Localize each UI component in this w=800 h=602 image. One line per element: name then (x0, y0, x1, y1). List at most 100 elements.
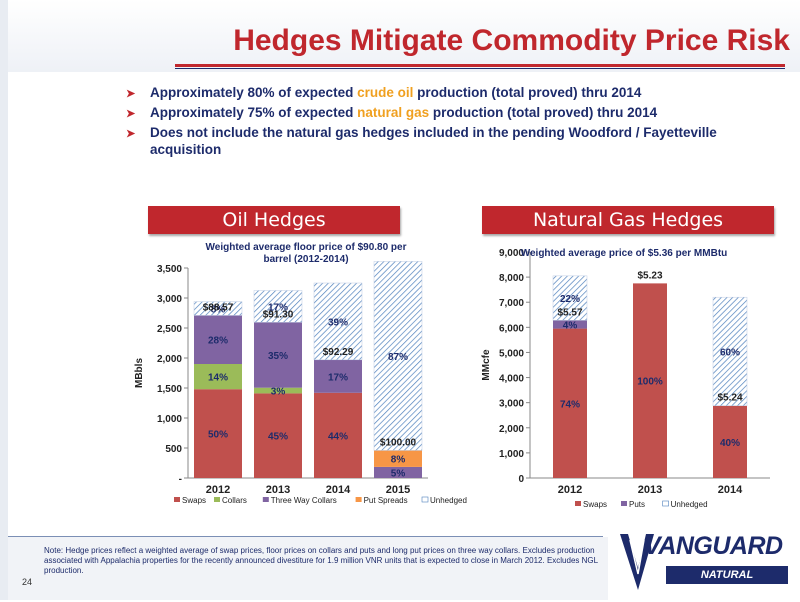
legend-swatch (174, 497, 180, 502)
y-tick-label: 2,000 (499, 424, 524, 435)
legend-label: Unhedged (430, 496, 467, 505)
bullet-item: ➤ Approximately 80% of expected crude oi… (118, 84, 778, 101)
footer-divider (8, 536, 603, 537)
legend-label: Collars (222, 496, 247, 505)
bar-segment (313, 282, 363, 361)
legend-label: Swaps (583, 500, 607, 509)
bullet-highlight: crude oil (357, 85, 414, 100)
oil-hedges-chart: - 500 1,000 1,500 2,000 2,500 3,000 3,500 MBbls W… (134, 242, 467, 505)
bullet-text: Approximately 80% of expected (150, 85, 358, 100)
bar-percent-label: 17% (268, 302, 288, 313)
footer-band (8, 537, 608, 600)
bar-segment (254, 393, 302, 478)
arrow-bullet-icon: ➤ (126, 108, 136, 120)
bar-percent-label: 100% (637, 377, 663, 388)
gas-hedges-chart: 0 1,000 2,000 3,000 4,000 5,000 6,000 7,000 8,00… (481, 248, 770, 509)
oil-hedges-header: Oil Hedges (148, 206, 400, 234)
x-tick-label: 2013 (266, 484, 290, 496)
page-title: Hedges Mitigate Commodity Price Risk (233, 24, 790, 57)
legend-label: Puts (629, 500, 645, 509)
bar-percent-label: 44% (328, 431, 348, 442)
bar-percent-label: 17% (328, 372, 348, 383)
y-tick-label: 1,000 (499, 449, 524, 460)
chart-title: barrel (2012-2014) (263, 254, 348, 265)
y-tick-label: 5,000 (499, 348, 524, 359)
bullet-text: Approximately 75% of expected (150, 105, 358, 120)
bar-percent-label: 8% (391, 455, 406, 466)
bar-percent-label: 35% (268, 351, 288, 362)
bar-segment (552, 275, 588, 321)
y-tick-label: 2,500 (157, 324, 182, 335)
y-tick-label: 2,000 (157, 354, 182, 365)
bar-percent-label: 45% (268, 432, 288, 443)
bar-price-label: $91.30 (263, 309, 294, 320)
bar-percent-label: 87% (388, 352, 408, 363)
logo-subtitle: NATURAL RESOURCES, LLC (666, 566, 788, 599)
legend-swatch (421, 496, 429, 503)
legend-swatch (621, 501, 627, 506)
bar-segment (374, 450, 422, 467)
chart-title: Weighted average price of $5.36 per MMBt… (521, 248, 728, 259)
legend-label: Three Way Collars (271, 496, 337, 505)
bar-segment (373, 261, 423, 451)
bullet-text: production (total proved) thru 2014 (429, 105, 658, 120)
x-tick-label: 2014 (718, 484, 743, 496)
bar-segment (553, 328, 587, 478)
y-axis-title: MMcfe (481, 349, 492, 381)
title-underline (175, 64, 785, 67)
legend-label: Unhedged (671, 500, 708, 509)
bar-price-label: $5.23 (637, 270, 662, 281)
y-tick-label: 4,000 (499, 374, 524, 385)
title-underline-thin (175, 68, 785, 69)
bar-segment (194, 364, 242, 390)
x-tick-label: 2015 (386, 484, 410, 496)
bar-segment (314, 359, 362, 393)
bar-percent-label: 22% (560, 294, 580, 305)
bullet-item: ➤ Approximately 75% of expected natural … (118, 104, 778, 121)
bar-price-label: $5.24 (717, 393, 742, 404)
bar-segment (374, 466, 422, 478)
legend-swatch (262, 497, 269, 502)
y-tick-label: 0 (518, 474, 524, 485)
bar-percent-label: 39% (328, 317, 348, 328)
legend-swatch (355, 497, 362, 502)
bar-segment (193, 301, 243, 316)
legend-swatch (214, 497, 220, 502)
logo-wordmark: VANGUARD (644, 532, 783, 560)
y-tick-label: 8,000 (499, 273, 524, 284)
y-tick-label: - (179, 474, 182, 485)
bar-price-label: $100.00 (380, 437, 417, 448)
y-tick-label: 1,000 (157, 414, 182, 425)
x-tick-label: 2012 (206, 484, 230, 496)
bullet-item: ➤ Does not include the natural gas hedge… (118, 124, 778, 158)
bar-segment (553, 320, 587, 329)
legend-swatch (662, 500, 669, 507)
bar-segment (194, 389, 242, 478)
bar-percent-label: 3% (271, 387, 286, 398)
bar-percent-label: 14% (208, 373, 228, 384)
bar-price-label: $88.57 (203, 302, 234, 313)
bar-segment (194, 315, 242, 364)
chart-title: Weighted average floor price of $90.80 p… (206, 242, 407, 253)
y-tick-label: 500 (165, 444, 182, 455)
bar-segment (253, 290, 303, 323)
bar-price-label: $92.29 (323, 347, 354, 358)
footnote: Note: Hedge prices reflect a weighted av… (44, 546, 598, 575)
bar-percent-label: 8% (211, 305, 226, 316)
bar-segment (713, 405, 747, 478)
gas-hedges-header: Natural Gas Hedges (482, 206, 774, 234)
legend-swatch (575, 501, 581, 506)
title-band (0, 0, 800, 72)
bar-segment (314, 392, 362, 478)
y-tick-label: 3,500 (157, 264, 182, 275)
x-tick-label: 2014 (326, 484, 351, 496)
vanguard-logo: VANGUARD NATURAL RESOURCES, LLC (616, 530, 792, 599)
arrow-bullet-icon: ➤ (126, 128, 136, 140)
page-number: 24 (22, 577, 33, 587)
y-tick-label: 1,500 (157, 384, 182, 395)
bar-price-label: $5.57 (557, 307, 582, 318)
legend-label: Put Spreads (364, 496, 408, 505)
bar-percent-label: 5% (391, 468, 406, 479)
logo-v-emblem-icon (620, 534, 654, 590)
bar-segment (254, 322, 302, 388)
